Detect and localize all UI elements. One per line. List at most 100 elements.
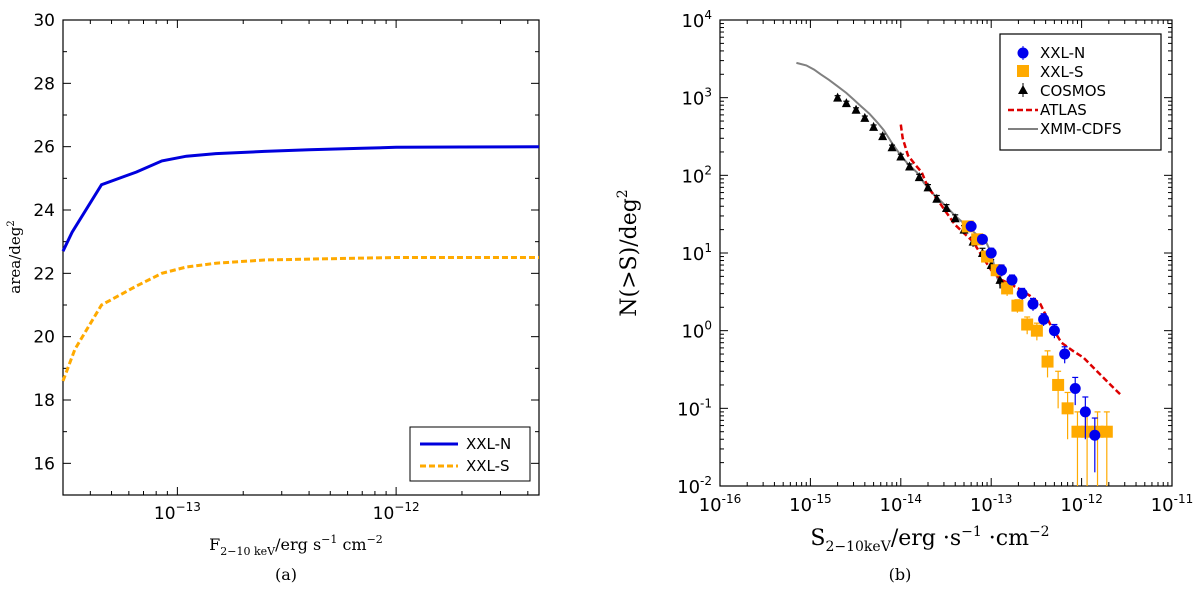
b-xtick-label-0-exp: -16 <box>722 492 742 506</box>
panel-a-legend-label-xxls: XXL-S <box>466 457 510 475</box>
b-point-xxl-n <box>1048 325 1060 337</box>
panel-b-xlabel-s: S <box>810 526 825 551</box>
b-ytick-label-3-base: 10 <box>681 244 704 265</box>
panel-a-legend: XXL-N XXL-S <box>409 426 531 482</box>
b-point-cosmos <box>869 121 879 131</box>
a-ytick-label-7: 30 <box>33 11 55 31</box>
b-point-xxl-n <box>1027 298 1039 310</box>
panel-b-xlabel-sub: 2−10keV <box>825 539 891 555</box>
panel-a-legend-label-xxln: XXL-N <box>466 435 511 453</box>
b-point-xxl-s <box>1100 425 1113 438</box>
a-xtick-label-1: 10−12 <box>373 500 420 524</box>
b-point-cosmos <box>851 104 861 114</box>
panel-b-xlabel-cm: ·cm <box>982 526 1029 551</box>
b-point-xxl-s <box>1030 324 1043 337</box>
b-series-atlas <box>899 124 1122 396</box>
b-point-xxl-s <box>1021 318 1034 331</box>
panel-a-ylabel-exp: 2 <box>6 220 17 226</box>
b-xtick-label-1: 10-15 <box>789 492 832 516</box>
b-ytick-label-6-exp: 4 <box>704 8 712 22</box>
panel-b-xlabel: S2−10keV/erg ·s−1 ·cm−2 <box>810 524 1049 555</box>
b-xtick-label-4-exp: -12 <box>1083 492 1103 506</box>
b-point-xxl-n <box>1069 383 1081 395</box>
panel-b-legend-label-cosmos: COSMOS <box>1040 82 1106 100</box>
b-ytick-label-4: 102 <box>681 163 712 187</box>
b-ytick-label-5-base: 10 <box>681 89 704 110</box>
b-xtick-label-1-base: 10 <box>789 495 812 516</box>
a-xtick-label-0-exp: −13 <box>176 500 201 514</box>
a-ytick-label-3: 22 <box>33 264 55 284</box>
panel-b: 10-16 10-15 10-14 10-13 10-12 10-1110-210-110… <box>615 8 1193 584</box>
b-point-xxl-n <box>965 220 977 232</box>
a-xtick-label-1-exp: −12 <box>394 500 419 514</box>
b-point-xxl-n <box>985 247 997 259</box>
a-ytick-label-2: 20 <box>33 328 55 348</box>
b-xtick-label-4: 10-12 <box>1060 492 1103 516</box>
b-xtick-label-5: 10-11 <box>1151 492 1194 516</box>
b-point-xxl-n <box>1089 429 1101 441</box>
b-xtick-label-4-base: 10 <box>1060 495 1083 516</box>
b-xtick-label-0-base: 10 <box>699 495 722 516</box>
b-ytick-label-1: 10-1 <box>677 396 712 420</box>
b-point-cosmos <box>887 142 897 152</box>
b-xtick-label-2: 10-14 <box>880 492 923 516</box>
b-point-cosmos <box>995 274 1005 284</box>
panel-b-legend-marker-cosmos <box>1018 85 1028 94</box>
panel-a-xlabel: F2−10 keV/erg s−1 cm−2 <box>209 533 383 558</box>
a-ytick-label-5: 26 <box>33 138 55 158</box>
panel-b-ylabel: N(>S)/deg2 <box>615 189 642 316</box>
b-point-xxl-n <box>1016 288 1028 300</box>
panel-a-ylabel: area/deg2 <box>6 220 24 293</box>
b-point-xxl-s <box>1001 282 1014 295</box>
panel-b-xlabel-unit: /erg ·s <box>891 526 961 551</box>
b-point-xxl-s <box>1011 299 1024 312</box>
b-xtick-label-2-exp: -14 <box>902 492 922 506</box>
b-ytick-label-6-base: 10 <box>681 11 704 32</box>
b-ytick-label-2-exp: 0 <box>704 319 712 333</box>
a-xtick-label-0-base: 10 <box>154 504 176 524</box>
b-point-cosmos <box>878 131 888 141</box>
b-xtick-label-5-exp: -11 <box>1174 492 1194 506</box>
b-point-xxl-s <box>1071 425 1084 438</box>
b-ytick-label-6: 104 <box>681 8 712 32</box>
panel-b-series <box>796 61 1122 486</box>
b-xtick-label-5-base: 10 <box>1151 495 1174 516</box>
b-ytick-label-4-exp: 2 <box>704 163 712 177</box>
a-series-xxl-n <box>61 145 540 252</box>
b-point-cosmos <box>896 151 906 161</box>
b-point-cosmos <box>860 112 870 122</box>
panel-b-legend-label-atlas: ATLAS <box>1040 101 1087 119</box>
b-point-cosmos <box>923 182 933 192</box>
panel-b-legend-marker-xxln <box>1017 47 1029 59</box>
b-ytick-label-5: 103 <box>681 86 712 110</box>
panel-b-legend-label-xmmcdfs: XMM-CDFS <box>1040 120 1121 138</box>
b-xtick-label-0: 10-16 <box>699 492 742 516</box>
panel-b-caption: (b) <box>889 565 912 584</box>
panel-a-xlabel-exp1: −1 <box>321 533 337 546</box>
b-point-cosmos <box>914 172 924 182</box>
b-ytick-label-3-exp: 1 <box>704 241 712 255</box>
b-point-cosmos <box>841 98 851 108</box>
b-point-xxl-n <box>1006 274 1018 286</box>
panel-b-ylabel-exp: 2 <box>615 189 631 198</box>
panel-b-ticks: 10-16 10-15 10-14 10-13 10-12 10-1110-210-110… <box>677 8 1193 516</box>
b-xtick-label-3-exp: -13 <box>993 492 1013 506</box>
panel-a-ylabel-main: area/deg <box>6 226 24 293</box>
b-point-xxl-n <box>976 233 988 245</box>
panel-a-xlabel-sub: 2−10 keV <box>220 545 276 558</box>
b-xtick-label-2-base: 10 <box>880 495 903 516</box>
b-series-xmm-cdfs <box>796 61 1003 289</box>
a-series-xxl-s <box>61 256 539 382</box>
panel-a-xlabel-f: F <box>209 535 220 554</box>
b-ytick-label-0-base: 10 <box>677 477 700 498</box>
a-ytick-label-4: 24 <box>33 201 55 221</box>
panel-b-ylabel-main: N(>S)/deg <box>617 198 642 317</box>
b-point-cosmos <box>932 193 942 203</box>
a-ytick-label-1: 18 <box>33 391 55 411</box>
a-xtick-label-0: 10−13 <box>154 500 201 524</box>
b-point-cosmos <box>950 213 960 223</box>
a-xtick-label-1-base: 10 <box>373 504 395 524</box>
